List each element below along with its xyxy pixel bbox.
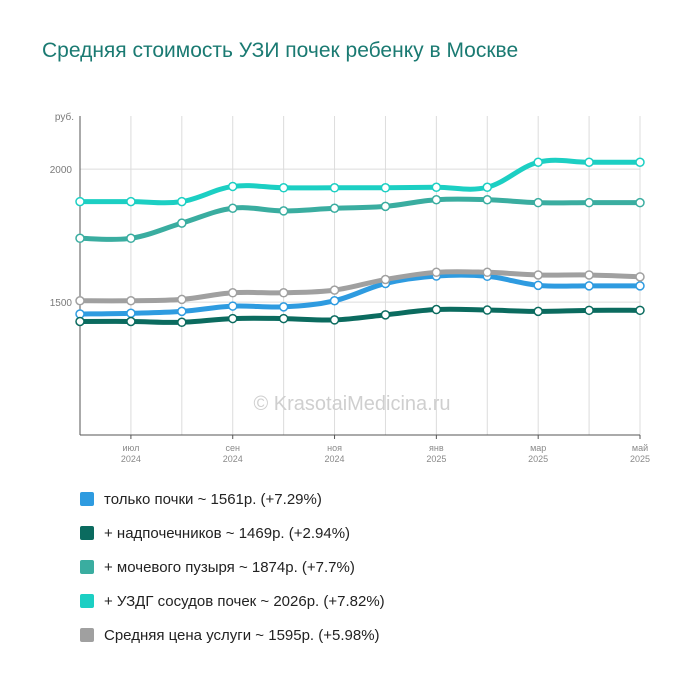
data-point (482, 194, 493, 205)
x-tick-label-month: янв (429, 443, 444, 453)
data-point (533, 197, 543, 208)
x-tick-label-year: 2025 (528, 454, 548, 464)
x-tick-label-month: июл (122, 443, 139, 453)
data-point (380, 201, 391, 212)
legend: только почки ~ 1561р. (+7.29%) + надпочеч… (80, 482, 385, 652)
legend-label: + УЗДГ сосудов почек ~ 2026р. (+7.82%) (104, 592, 385, 610)
series-line (77, 272, 643, 317)
data-point (482, 305, 493, 315)
x-tick-label-month: май (632, 443, 648, 453)
y-tick-label: 1500 (50, 298, 73, 309)
data-point (126, 316, 136, 327)
series-4 (75, 267, 645, 306)
data-point (227, 288, 238, 298)
data-point (584, 157, 594, 168)
data-point (635, 157, 645, 168)
data-point (380, 183, 391, 193)
x-tick-label-month: сен (225, 443, 240, 453)
data-point (431, 194, 442, 205)
data-point (227, 301, 238, 311)
data-point (533, 280, 543, 291)
legend-item[interactable]: + мочевого пузыря ~ 1874р. (+7.7%) (80, 550, 385, 584)
data-point (126, 308, 136, 318)
data-point (584, 270, 594, 280)
legend-swatch (80, 526, 94, 540)
legend-item[interactable]: только почки ~ 1561р. (+7.29%) (80, 482, 385, 516)
data-point (533, 306, 543, 317)
data-point (380, 274, 391, 285)
data-point (126, 233, 136, 244)
legend-label: + надпочечников ~ 1469р. (+2.94%) (104, 524, 351, 542)
data-point (75, 233, 85, 244)
data-point (533, 270, 543, 280)
chart-title: Средняя стоимость УЗИ почек ребенку в Мо… (42, 39, 519, 62)
data-point (329, 203, 340, 213)
data-point (227, 181, 238, 192)
data-point (227, 313, 238, 324)
series-1 (75, 304, 645, 328)
legend-item[interactable]: + УЗДГ сосудов почек ~ 2026р. (+7.82%) (80, 584, 385, 618)
tick-labels: 15002000руб.июл2024сен2024ноя2024янв2025… (50, 111, 650, 464)
legend-label: только почки ~ 1561р. (+7.29%) (104, 490, 322, 508)
data-point (177, 218, 187, 228)
data-point (584, 305, 594, 316)
data-point (329, 315, 340, 325)
legend-swatch (80, 492, 94, 506)
data-point (431, 267, 442, 278)
legend-label: Средняя цена услуги ~ 1595р. (+5.98%) (104, 626, 380, 644)
data-point (126, 296, 136, 306)
legend-label: + мочевого пузыря ~ 1874р. (+7.7%) (104, 558, 355, 576)
data-point (329, 296, 340, 306)
data-point (329, 183, 340, 193)
legend-swatch (80, 560, 94, 574)
data-point (177, 294, 187, 305)
x-tick-label-month: мар (530, 443, 546, 453)
legend-item[interactable]: Средняя цена услуги ~ 1595р. (+5.98%) (80, 618, 385, 652)
series-2 (75, 194, 645, 244)
legend-item[interactable]: + надпочечников ~ 1469р. (+2.94%) (80, 516, 385, 550)
watermark-text: © KrasotaiMedicina.ru (253, 393, 450, 415)
axes (79, 116, 641, 439)
data-point (431, 182, 442, 192)
x-tick-label-year: 2025 (630, 454, 650, 464)
data-point (75, 316, 85, 327)
legend-swatch (80, 594, 94, 608)
data-point (75, 196, 85, 207)
data-point (177, 317, 187, 328)
data-point (177, 196, 187, 207)
data-point (380, 310, 391, 320)
line-chart: © KrasotaiMedicina.ru 15002000руб.июл202… (50, 111, 650, 464)
data-point (584, 281, 594, 291)
data-point (278, 313, 289, 324)
data-point (278, 302, 289, 312)
data-point (227, 203, 238, 213)
y-tick-label: 2000 (50, 165, 73, 176)
series-line (77, 157, 643, 206)
data-point (635, 272, 645, 282)
x-tick-label-year: 2024 (223, 454, 243, 464)
data-point (635, 281, 645, 291)
data-point (635, 197, 645, 208)
x-tick-label-year: 2025 (426, 454, 446, 464)
data-point (482, 267, 493, 278)
data-point (584, 197, 594, 208)
data-point (635, 305, 645, 316)
x-tick-label-year: 2024 (121, 454, 141, 464)
series-3 (75, 157, 645, 207)
data-point (75, 296, 85, 306)
series-group (75, 157, 645, 328)
data-point (278, 183, 289, 193)
data-point (431, 304, 442, 315)
data-point (278, 206, 289, 216)
data-point (329, 285, 340, 295)
x-tick-label-month: ноя (327, 443, 342, 453)
data-point (126, 196, 136, 207)
data-point (177, 306, 187, 317)
legend-swatch (80, 628, 94, 642)
data-point (533, 157, 543, 168)
x-tick-label-year: 2024 (325, 454, 345, 464)
data-point (278, 288, 289, 298)
y-unit-label: руб. (55, 111, 74, 123)
data-point (482, 182, 493, 192)
